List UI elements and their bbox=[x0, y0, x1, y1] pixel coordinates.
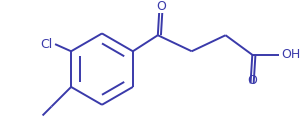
Text: O: O bbox=[156, 0, 166, 13]
Text: Cl: Cl bbox=[40, 38, 52, 51]
Text: OH: OH bbox=[281, 48, 300, 61]
Text: O: O bbox=[247, 74, 257, 87]
